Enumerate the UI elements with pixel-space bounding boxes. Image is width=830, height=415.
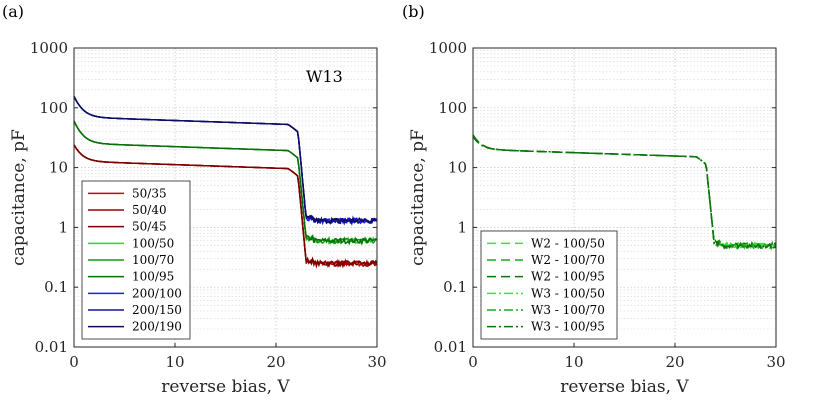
panel-a: 0.01 0.1 1 10 100 1000 0 10 20 30 reverse bias, V c…	[2, 2, 387, 397]
x-axis-label: reverse bias, V	[161, 377, 290, 397]
y-tick-label: 100	[438, 99, 467, 117]
ticks: 0.01 0.1 1 10 100 1000 0 10 20 30	[30, 39, 387, 371]
series-line-200-190	[73, 96, 378, 225]
axes-frame	[472, 47, 777, 348]
y-tick-label: 100	[39, 99, 68, 117]
x-tick-label: 10	[165, 353, 184, 371]
legend-label: 100/70	[132, 253, 174, 267]
legend-label: 200/150	[132, 303, 182, 317]
y-tick-label: 1	[58, 218, 68, 236]
wafer-annotation: W13	[306, 67, 343, 86]
x-tick-label: 10	[564, 353, 583, 371]
y-tick-label: 1	[457, 218, 467, 236]
legend-box	[480, 230, 618, 340]
legend-label: 100/50	[132, 236, 174, 250]
y-tick-label: 1000	[429, 39, 467, 57]
axes-frame	[73, 47, 378, 348]
y-axis-label: capacitance, pF	[9, 129, 29, 266]
x-tick-label: 30	[766, 353, 785, 371]
legend-label: 50/45	[132, 220, 167, 234]
legend-label: W3 - 100/50	[531, 286, 605, 300]
legend-label: W3 - 100/70	[531, 303, 605, 317]
x-tick-label: 0	[468, 353, 478, 371]
y-tick-label: 0.01	[35, 338, 68, 356]
ticks: 0.01 0.1 1 10 100 1000 0 10 20 30	[429, 39, 786, 371]
x-axis-label: reverse bias, V	[560, 377, 689, 397]
panel-b: 0.01 0.1 1 10 100 1000 0 10 20 30 reverse bias, V c…	[402, 2, 786, 397]
series-line-100-95	[73, 120, 378, 246]
legend: 50/35 50/40 50/45 100/50 100/70 100/95 200/100…	[81, 180, 191, 340]
y-tick-label: 10	[49, 159, 68, 177]
series-line-w3-100-95	[472, 136, 777, 251]
legend-label: W2 - 100/70	[531, 253, 605, 267]
series-line-50-45	[73, 144, 378, 269]
legend: W2 - 100/50 W2 - 100/70 W2 - 100/95 W3 - 10…	[480, 230, 618, 340]
y-axis-label: capacitance, pF	[408, 129, 428, 266]
legend-label: W2 - 100/50	[531, 236, 605, 250]
y-tick-label: 1000	[30, 39, 68, 57]
legend-label: 50/35	[132, 186, 167, 200]
x-tick-label: 0	[69, 353, 79, 371]
y-tick-label: 10	[448, 159, 467, 177]
series-group	[472, 134, 777, 251]
legend-label: W2 - 100/95	[531, 270, 605, 284]
x-tick-label: 20	[266, 353, 285, 371]
legend-label: 100/95	[132, 270, 174, 284]
legend-label: 200/100	[132, 286, 182, 300]
x-tick-label: 20	[665, 353, 684, 371]
y-tick-label: 0.01	[434, 338, 467, 356]
y-tick-label: 0.1	[443, 278, 467, 296]
panel-label: (a)	[2, 2, 24, 21]
series-group	[73, 96, 378, 269]
legend-label: 50/40	[132, 203, 167, 217]
y-tick-label: 0.1	[44, 278, 68, 296]
legend-label: W3 - 100/95	[531, 320, 605, 334]
panel-label: (b)	[402, 2, 425, 21]
x-tick-label: 30	[367, 353, 386, 371]
legend-label: 200/190	[132, 320, 182, 334]
